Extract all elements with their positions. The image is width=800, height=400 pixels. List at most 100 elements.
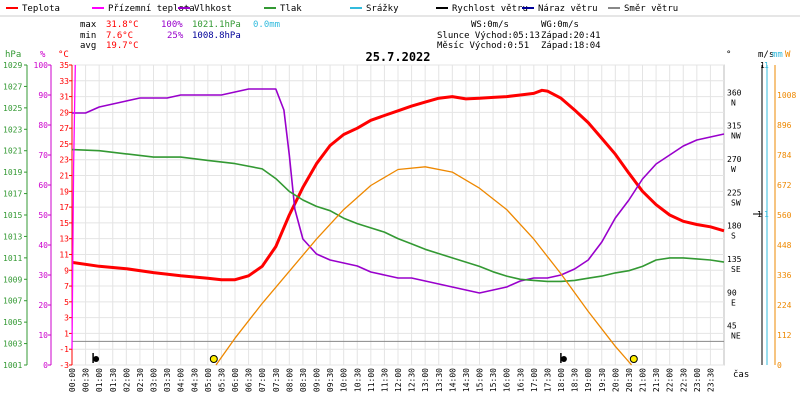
tick-label-direction: 45 <box>727 322 737 331</box>
tick-label-hpa: 1015 <box>3 211 22 220</box>
stat-min-temp: 7.6°C <box>106 31 133 41</box>
tick-label-direction: 315 <box>727 122 742 131</box>
axis-label-wind: m/s <box>758 50 774 60</box>
tick-label-time: 14:30 <box>462 368 471 392</box>
legend-label: Přízemní teplota <box>108 4 195 14</box>
tick-label-temp: 35 <box>59 61 69 70</box>
axis-label-direction: ° <box>726 50 731 60</box>
series-line <box>71 88 725 282</box>
series-line <box>71 148 725 283</box>
stat-max-rain: 0.0mm <box>253 20 280 30</box>
tick-label-time: 09:30 <box>326 368 335 392</box>
tick-label-solar: 672 <box>777 181 792 190</box>
moonset-marker <box>560 356 567 362</box>
tick-label-humidity: 20 <box>38 301 48 310</box>
tick-label-time: 22:30 <box>679 368 688 392</box>
tick-label-time: 01:30 <box>109 368 118 392</box>
stat-max-press: 1021.1hPa <box>192 20 241 30</box>
info-moonset: Západ:18:04 <box>541 41 601 51</box>
tick-label-time: 17:00 <box>530 368 539 392</box>
tick-label-hpa: 1005 <box>3 318 22 327</box>
tick-label-time: 15:00 <box>476 368 485 392</box>
tick-label-hpa: 1023 <box>3 125 22 134</box>
tick-label-time: 17:30 <box>543 368 552 392</box>
tick-label-time: 20:30 <box>625 368 634 392</box>
tick-label-temp: 31 <box>59 93 69 102</box>
stat-min-label: min <box>80 31 96 41</box>
tick-label-temp: 11 <box>59 250 69 259</box>
axis-label-celsius: °C <box>58 50 69 60</box>
tick-label-humidity: 10 <box>38 331 48 340</box>
stat-max-hum: 100% <box>161 20 183 30</box>
info-sunrise: Slunce Východ:05:13 <box>437 31 540 41</box>
tick-label-time: 06:00 <box>231 368 240 392</box>
info-sunset: Západ:20:41 <box>541 31 601 41</box>
tick-label-solar: 560 <box>777 211 792 220</box>
tick-label-temp: 5 <box>64 298 69 307</box>
tick-label-humidity: 70 <box>38 151 48 160</box>
tick-label-time: 05:00 <box>204 368 213 392</box>
tick-label-hpa: 1007 <box>3 297 22 306</box>
axis-label-rain: mm <box>772 50 783 60</box>
tick-label-time: 10:00 <box>340 368 349 392</box>
tick-label-temp: 23 <box>59 156 69 165</box>
tick-label-temp: 25 <box>59 140 69 149</box>
tick-label-direction: 180 <box>727 222 742 231</box>
chart-title: 25.7.2022 <box>365 50 430 64</box>
tick-label-wind: 1 <box>760 61 765 70</box>
axis-hpa: 1001 1003 1005 1007 1009 1011 1013 1015 1017 1019… <box>3 61 28 370</box>
tick-label-humidity: 30 <box>38 271 48 280</box>
tick-label-time: 18:00 <box>557 368 566 392</box>
axis-label-solar: W <box>785 50 791 60</box>
tick-label-temp: 9 <box>64 266 69 275</box>
tick-label-humidity: 50 <box>38 211 48 220</box>
tick-label-hpa: 1029 <box>3 61 22 70</box>
tick-label-time: 18:30 <box>571 368 580 392</box>
tick-label-hpa: 1011 <box>3 254 22 263</box>
info-moonrise: Měsíc Východ:0:51 <box>437 41 529 51</box>
tick-label-compass: SW <box>731 198 741 207</box>
axis-label-time: čas <box>733 369 749 380</box>
tick-label-direction: 360 <box>727 88 742 97</box>
legend-label: Srážky <box>366 4 399 14</box>
tick-label-compass: W <box>731 165 736 174</box>
tick-label-temp: 3 <box>64 314 69 323</box>
tick-label-time: 12:30 <box>408 368 417 392</box>
tick-label-solar: 784 <box>777 151 792 160</box>
tick-label-time: 02:30 <box>136 368 145 392</box>
tick-label-time: 05:30 <box>217 368 226 392</box>
tick-label-time: 00:00 <box>68 368 77 392</box>
tick-label-time: 03:30 <box>163 368 172 392</box>
tick-label-time: 23:00 <box>693 368 702 392</box>
tick-label-time: 13:30 <box>435 368 444 392</box>
stat-avg-label: avg <box>80 41 96 51</box>
tick-label-time: 23:30 <box>706 368 715 392</box>
moonrise-marker <box>93 356 100 362</box>
tick-label-temp: 15 <box>59 219 69 228</box>
legend-label: Teplota <box>22 4 60 14</box>
tick-label-hpa: 1027 <box>3 82 22 91</box>
tick-label-temp: 17 <box>59 203 69 212</box>
tick-label-time: 06:30 <box>245 368 254 392</box>
tick-label-temp: 29 <box>59 108 69 117</box>
tick-label-time: 14:00 <box>448 368 457 392</box>
tick-label-time: 04:30 <box>190 368 199 392</box>
tick-label-temp: 13 <box>59 235 69 244</box>
tick-label-time: 16:00 <box>503 368 512 392</box>
tick-label-hpa: 1025 <box>3 104 22 113</box>
axis-humidity: 0 10 20 30 40 50 60 70 80 90 100 <box>34 61 52 370</box>
tick-label-temp: 1 <box>64 329 69 338</box>
tick-label-time: 20:00 <box>611 368 620 392</box>
tick-label-solar: 112 <box>777 331 792 340</box>
tick-label-time: 08:30 <box>299 368 308 392</box>
tick-label-time: 21:00 <box>639 368 648 392</box>
tick-label-hpa: 1003 <box>3 340 22 349</box>
tick-label-solar: 336 <box>777 271 792 280</box>
tick-label-time: 03:00 <box>150 368 159 392</box>
axis-solar: 1008 896 784 672 560 448 336 224 112 0 <box>774 65 796 370</box>
tick-label-hpa: 1013 <box>3 232 22 241</box>
tick-label-time: 19:30 <box>598 368 607 392</box>
